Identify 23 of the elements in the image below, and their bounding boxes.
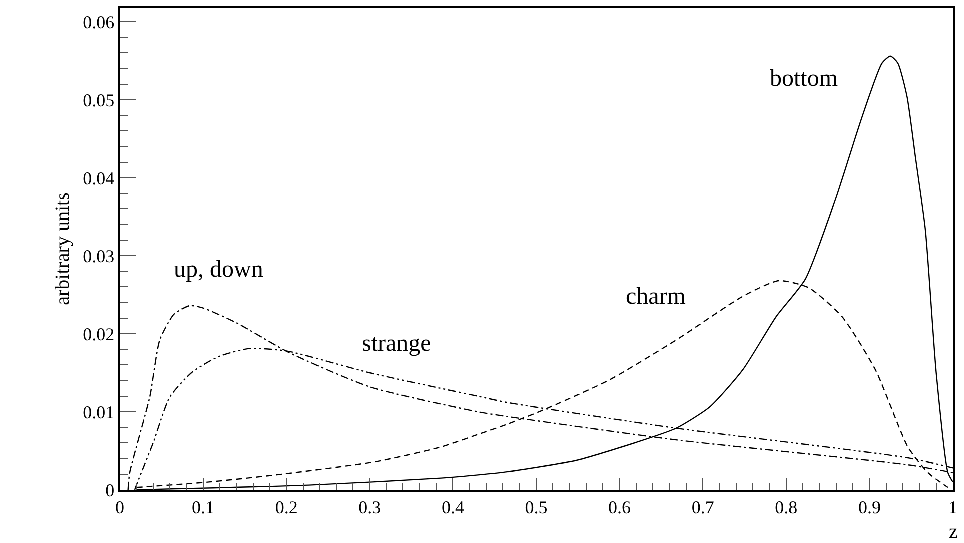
x-tick-label: 1 <box>948 497 958 518</box>
y-tick-label: 0.04 <box>83 168 115 188</box>
x-axis-title: z <box>949 521 958 543</box>
x-tick-label: 0.1 <box>192 497 215 518</box>
y-tick-label: 0.03 <box>83 246 115 266</box>
y-tick-label: 0.06 <box>83 12 115 32</box>
x-tick-label: 0.7 <box>692 497 714 518</box>
y-tick-label: 0.02 <box>83 324 115 344</box>
y-tick-label: 0.05 <box>83 90 115 110</box>
x-tick-label: 0.3 <box>358 497 382 518</box>
series-label: bottom <box>770 66 838 92</box>
y-tick-label: 0.01 <box>83 402 115 422</box>
y-tick-label: 0 <box>106 480 115 500</box>
series-label: strange <box>362 331 432 357</box>
series-label: charm <box>626 284 686 310</box>
x-tick-label: 0.4 <box>442 497 464 518</box>
y-axis-title: arbitrary units <box>52 192 74 306</box>
x-tick-label: 0.2 <box>275 497 298 518</box>
x-tick-label: 0.9 <box>858 497 881 518</box>
x-tick-label: 0.5 <box>525 497 548 518</box>
x-tick-label: 0.6 <box>608 497 632 518</box>
x-tick-label: 0.8 <box>775 497 798 518</box>
series-label: up, down <box>174 257 264 283</box>
